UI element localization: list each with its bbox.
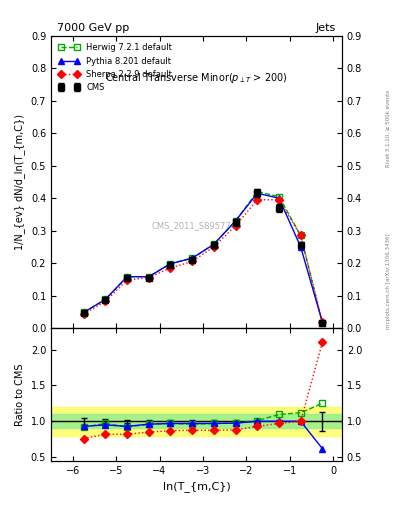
- Pythia 8.201 default: [190, 255, 195, 261]
- Text: Jets: Jets: [316, 23, 336, 33]
- Herwig 7.2.1 default: [168, 261, 173, 267]
- Text: mcplots.cern.ch [arXiv:1306.3436]: mcplots.cern.ch [arXiv:1306.3436]: [386, 234, 391, 329]
- Sherpa 2.2.9 default: [320, 318, 325, 325]
- Herwig 7.2.1 default: [147, 273, 151, 280]
- Sherpa 2.2.9 default: [81, 311, 86, 317]
- Herwig 7.2.1 default: [233, 218, 238, 224]
- Text: 7000 GeV pp: 7000 GeV pp: [57, 23, 129, 33]
- Sherpa 2.2.9 default: [298, 232, 303, 239]
- Line: Herwig 7.2.1 default: Herwig 7.2.1 default: [81, 189, 325, 326]
- Herwig 7.2.1 default: [125, 273, 129, 280]
- Herwig 7.2.1 default: [298, 232, 303, 239]
- Bar: [51, 414, 342, 429]
- Legend: Herwig 7.2.1 default, Pythia 8.201 default, Sherpa 2.2.9 default, CMS: Herwig 7.2.1 default, Pythia 8.201 defau…: [55, 40, 175, 95]
- Pythia 8.201 default: [211, 241, 216, 247]
- Herwig 7.2.1 default: [211, 241, 216, 247]
- Herwig 7.2.1 default: [190, 255, 195, 261]
- Line: Sherpa 2.2.9 default: Sherpa 2.2.9 default: [81, 197, 325, 324]
- Sherpa 2.2.9 default: [255, 197, 260, 203]
- Pythia 8.201 default: [298, 244, 303, 250]
- Pythia 8.201 default: [233, 218, 238, 224]
- Pythia 8.201 default: [168, 261, 173, 267]
- Pythia 8.201 default: [147, 273, 151, 280]
- Pythia 8.201 default: [103, 296, 108, 303]
- Line: Pythia 8.201 default: Pythia 8.201 default: [81, 190, 325, 325]
- Sherpa 2.2.9 default: [190, 259, 195, 265]
- Pythia 8.201 default: [255, 190, 260, 197]
- Sherpa 2.2.9 default: [103, 298, 108, 305]
- Sherpa 2.2.9 default: [125, 277, 129, 283]
- Text: CMS_2011_S8957746: CMS_2011_S8957746: [151, 221, 242, 230]
- Sherpa 2.2.9 default: [233, 223, 238, 229]
- Herwig 7.2.1 default: [320, 320, 325, 326]
- Text: Central Transverse Minor($p_{\perp T}$ > 200): Central Transverse Minor($p_{\perp T}$ >…: [105, 71, 288, 85]
- Pythia 8.201 default: [277, 195, 281, 201]
- Sherpa 2.2.9 default: [277, 197, 281, 203]
- Sherpa 2.2.9 default: [211, 244, 216, 250]
- Herwig 7.2.1 default: [255, 188, 260, 195]
- Sherpa 2.2.9 default: [168, 265, 173, 271]
- Pythia 8.201 default: [81, 309, 86, 315]
- Herwig 7.2.1 default: [277, 194, 281, 200]
- Sherpa 2.2.9 default: [147, 274, 151, 281]
- Y-axis label: 1/N_{ev} dN/d_ln(T_{m,C}): 1/N_{ev} dN/d_ln(T_{m,C}): [15, 114, 25, 250]
- Herwig 7.2.1 default: [81, 309, 86, 315]
- X-axis label: ln(T_{m,C}): ln(T_{m,C}): [163, 481, 230, 492]
- Text: Rivet 3.1.10, ≥ 500k events: Rivet 3.1.10, ≥ 500k events: [386, 90, 391, 166]
- Pythia 8.201 default: [320, 319, 325, 325]
- Herwig 7.2.1 default: [103, 296, 108, 303]
- Y-axis label: Ratio to CMS: Ratio to CMS: [15, 363, 25, 425]
- Bar: [51, 407, 342, 436]
- Pythia 8.201 default: [125, 273, 129, 280]
